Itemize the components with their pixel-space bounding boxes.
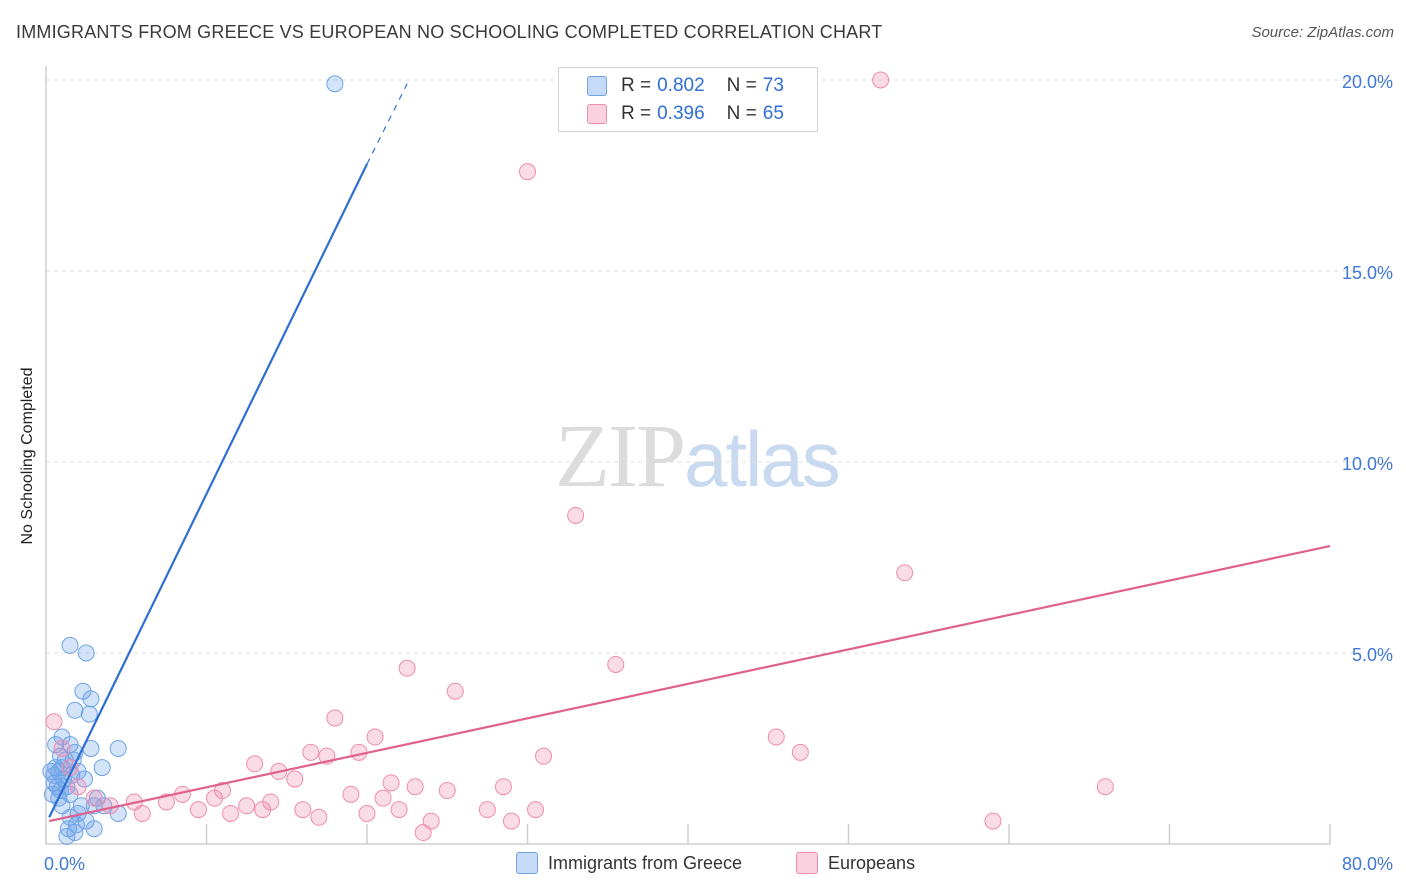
point-europeans: [342, 785, 360, 803]
point-europeans: [53, 740, 71, 757]
point-europeans: [446, 682, 464, 700]
series-legend-europeans[interactable]: Europeans: [796, 852, 915, 874]
legend-r-label: R =: [621, 103, 652, 124]
series-label-europeans: Europeans: [828, 852, 916, 873]
series-swatch-greece: [516, 852, 538, 874]
y-tick-label: 10.0%: [1342, 454, 1393, 474]
point-europeans: [157, 793, 175, 811]
point-greece: [109, 740, 127, 757]
correlation-legend: R = 0.802 N = 73 R = 0.396 N = 65: [558, 67, 818, 132]
legend-n-value: 73: [762, 75, 784, 96]
point-europeans: [358, 804, 376, 822]
series-legend-greece[interactable]: Immigrants from Greece: [516, 852, 742, 874]
point-europeans: [294, 801, 312, 819]
point-europeans: [502, 812, 520, 830]
series-legend: Immigrants from Greece Europeans: [0, 852, 1406, 878]
point-europeans: [607, 655, 625, 673]
point-greece: [42, 762, 60, 780]
point-europeans: [382, 774, 400, 792]
trendline-europeans: [48, 544, 1331, 823]
x-tick-label: 0.0%: [44, 854, 85, 874]
legend-n-label: N =: [726, 75, 757, 96]
legend-r-value: 0.396: [657, 103, 705, 124]
point-europeans: [246, 755, 264, 773]
trendline-greece-extrapolation: [366, 83, 408, 165]
point-europeans: [286, 770, 304, 788]
point-europeans: [45, 713, 63, 731]
point-greece: [58, 827, 76, 845]
y-axis-label: No Schooling Completed: [19, 367, 36, 545]
point-europeans: [326, 709, 344, 727]
point-greece: [66, 701, 84, 719]
legend-swatch-greece: [587, 76, 607, 96]
point-greece: [85, 820, 103, 838]
point-europeans: [398, 659, 416, 677]
point-europeans: [366, 728, 384, 746]
series-swatch-europeans: [796, 852, 818, 874]
chart-title: IMMIGRANTS FROM GREECE VS EUROPEAN NO SC…: [16, 22, 883, 42]
point-greece: [80, 705, 98, 723]
point-greece: [61, 636, 79, 654]
y-tick-label: 15.0%: [1342, 263, 1393, 283]
point-europeans: [222, 804, 240, 822]
point-europeans: [414, 824, 432, 842]
legend-swatch-europeans: [587, 104, 607, 124]
point-europeans: [896, 564, 914, 582]
legend-n-label: N =: [726, 103, 757, 124]
point-europeans: [310, 808, 328, 826]
point-greece: [77, 644, 95, 662]
point-greece: [93, 759, 111, 777]
point-europeans: [133, 804, 151, 822]
point-europeans: [791, 743, 809, 761]
legend-r-value: 0.802: [657, 75, 705, 96]
y-tick-label: 20.0%: [1342, 72, 1393, 92]
point-europeans: [206, 789, 224, 807]
point-europeans: [494, 778, 512, 796]
x-tick-label: 80.0%: [1342, 854, 1393, 874]
point-europeans: [262, 793, 280, 811]
point-europeans: [189, 801, 207, 819]
point-europeans: [438, 782, 456, 800]
source-credit: Source: ZipAtlas.com: [1251, 24, 1394, 41]
point-europeans: [374, 789, 392, 807]
point-europeans: [872, 71, 890, 89]
series-label-greece: Immigrants from Greece: [548, 852, 743, 873]
point-europeans: [984, 812, 1002, 830]
y-tick-label: 5.0%: [1352, 645, 1393, 665]
point-europeans: [519, 163, 536, 181]
legend-row-greece: R = 0.802 N = 73: [559, 72, 784, 100]
point-europeans: [527, 801, 545, 819]
point-europeans: [302, 743, 320, 761]
point-europeans: [767, 728, 785, 746]
point-europeans: [406, 778, 424, 796]
point-europeans: [478, 801, 496, 819]
point-europeans: [238, 797, 256, 815]
point-greece: [82, 690, 100, 708]
legend-row-europeans: R = 0.396 N = 65: [559, 100, 784, 128]
point-greece: [66, 824, 84, 842]
point-europeans: [69, 778, 87, 796]
point-europeans: [390, 801, 408, 819]
point-europeans: [535, 747, 553, 765]
legend-n-value: 65: [762, 103, 784, 124]
point-greece: [326, 75, 344, 93]
legend-r-label: R =: [621, 75, 652, 96]
point-europeans: [85, 789, 103, 807]
point-europeans: [1096, 778, 1114, 796]
point-europeans: [567, 506, 585, 524]
trendline-greece: [48, 163, 368, 818]
